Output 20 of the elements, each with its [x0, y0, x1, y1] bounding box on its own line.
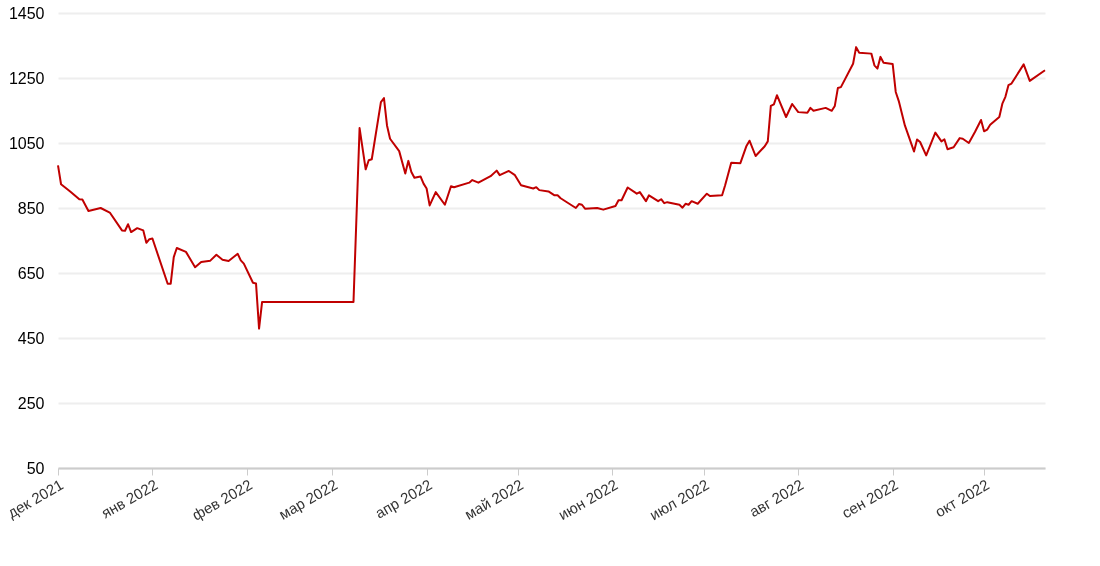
y-tick-label: 450 [17, 329, 45, 347]
y-tick-label: 250 [17, 394, 45, 412]
x-tick-label: авг 2022 [746, 475, 807, 521]
x-tick-label: фев 2022 [189, 475, 255, 524]
y-tick-label: 1450 [8, 4, 45, 22]
line-series [57, 46, 1046, 330]
y-tick-label: 1250 [8, 69, 45, 87]
x-tick-label: апр 2022 [372, 475, 435, 522]
y-tick-label: 50 [26, 459, 45, 477]
x-tick-label: май 2022 [461, 475, 526, 523]
x-tick-label: июн 2022 [555, 475, 621, 524]
y-tick-label: 850 [17, 199, 45, 217]
x-tick-label: мар 2022 [275, 475, 341, 523]
y-tick-label: 1050 [8, 134, 45, 152]
x-tick-label: дек 2021 [4, 475, 66, 522]
x-tick-label: сен 2022 [838, 475, 901, 522]
x-tick-label: июл 2022 [646, 475, 712, 524]
y-tick-label: 650 [17, 264, 45, 282]
x-tick-label: янв 2022 [98, 475, 161, 522]
x-tick-label: окт 2022 [932, 475, 993, 521]
